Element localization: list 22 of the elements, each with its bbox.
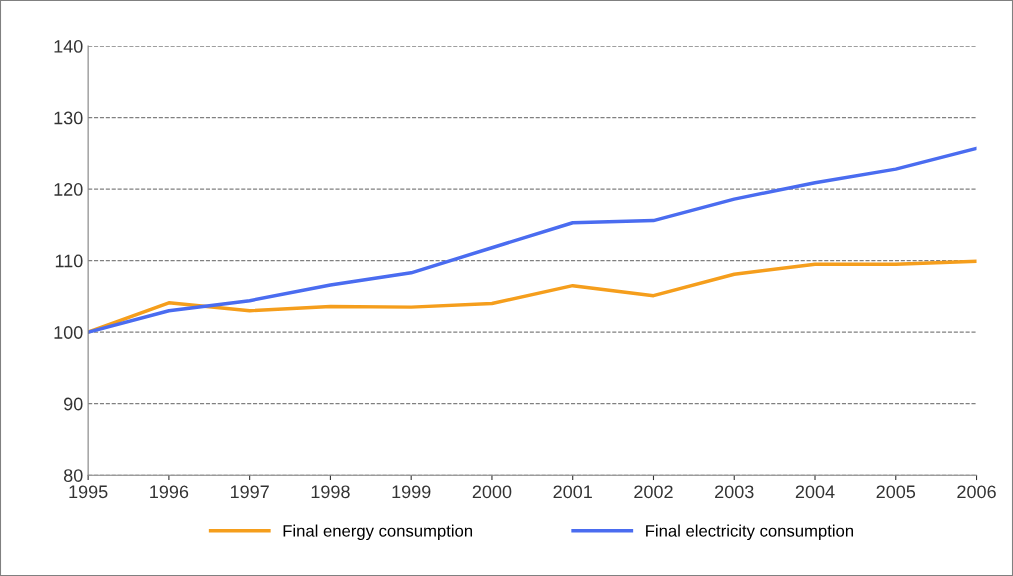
y-tick-label: 140 bbox=[54, 40, 83, 53]
y-tick-label: 100 bbox=[54, 326, 83, 339]
legend-label: Final electricity consumption bbox=[646, 524, 854, 541]
y-tick-label: 120 bbox=[54, 183, 83, 196]
x-tick-label: 1999 bbox=[392, 485, 431, 499]
x-tick-label: 2006 bbox=[957, 485, 996, 499]
x-tick-label: 1996 bbox=[150, 485, 189, 499]
line-series bbox=[88, 146, 977, 334]
legend-label: Final energy consumption bbox=[283, 524, 473, 541]
y-tick-label: 110 bbox=[55, 254, 83, 268]
x-tick-label: 1998 bbox=[311, 485, 350, 499]
x-tick-label: 2003 bbox=[715, 485, 754, 499]
y-tick-label: 80 bbox=[63, 469, 83, 482]
x-tick-label: 1997 bbox=[230, 485, 269, 499]
y-tick-label: 130 bbox=[54, 111, 83, 125]
x-tick-label: 1995 bbox=[69, 485, 108, 499]
x-tick-label: 2002 bbox=[634, 485, 673, 499]
x-tick-label: 2000 bbox=[472, 485, 512, 499]
y-tick-label: 90 bbox=[64, 397, 83, 411]
x-tick-label: 2004 bbox=[795, 485, 835, 499]
x-tick-label: 2005 bbox=[876, 485, 916, 499]
x-tick-label: 2001 bbox=[553, 485, 592, 499]
